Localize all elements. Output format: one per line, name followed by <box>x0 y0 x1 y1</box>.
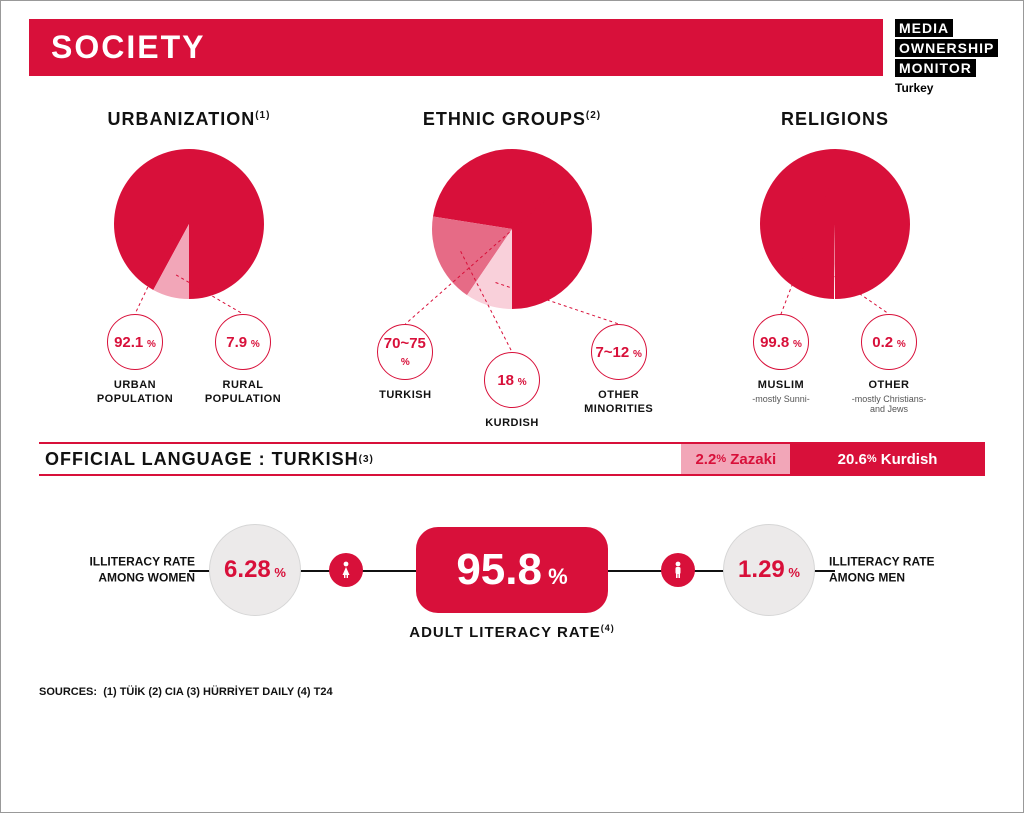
illiteracy-women-label: ILLITERACY RATE AMONG WOMEN <box>85 555 195 586</box>
value-bubble: 92.1 % <box>107 314 163 370</box>
chart-title: ETHNIC GROUPS(2) <box>362 109 662 130</box>
page-title: SOCIETY <box>29 19 883 76</box>
chart-title: URBANIZATION(1) <box>39 109 339 130</box>
language-segment: 20.6% Kurdish <box>790 444 985 474</box>
language-main-label: OFFICIAL LANGUAGE : TURKISH(3) <box>39 444 681 474</box>
man-icon <box>661 553 695 587</box>
logo-line-2: OWNERSHIP <box>895 39 998 57</box>
urbanization-details: 92.1 % URBAN POPULATION 7.9 % RURAL POPULAT… <box>39 314 339 407</box>
woman-icon <box>329 553 363 587</box>
detail-label: MUSLIM <box>758 378 804 392</box>
value-bubble: 99.8 % <box>753 314 809 370</box>
illiteracy-men-label: ILLITERACY RATE AMONG MEN <box>829 555 939 586</box>
detail-label: RURAL POPULATION <box>198 378 288 407</box>
detail-item: 7~12 % OTHER MINORITIES <box>575 324 662 430</box>
detail-item: 92.1 % URBAN POPULATION <box>90 314 180 407</box>
detail-label: TURKISH <box>379 388 431 402</box>
religions-details: 99.8 % MUSLIM -mostly Sunni- 0.2 % OTHER -mos… <box>685 314 985 414</box>
urbanization-chart: URBANIZATION(1) 92.1 % URBAN POPULATION 7.… <box>39 109 339 430</box>
religions-pie <box>755 144 915 304</box>
value-bubble: 7~12 % <box>591 324 647 380</box>
logo-subtitle: Turkey <box>895 81 995 95</box>
detail-item: 0.2 % OTHER -mostly Christians- and Jews <box>844 314 934 414</box>
language-bar: OFFICIAL LANGUAGE : TURKISH(3) 2.2% Zaza… <box>39 442 985 476</box>
infographic-canvas: SOCIETY MEDIA OWNERSHIP MONITOR Turkey U… <box>0 0 1024 813</box>
detail-item: 70~75 % TURKISH <box>362 324 449 430</box>
literacy-center: 95.8 % ADULT LITERACY RATE(4) <box>416 527 607 613</box>
logo-line-1: MEDIA <box>895 19 953 37</box>
detail-label: OTHER <box>869 378 910 392</box>
urbanization-pie <box>109 144 269 304</box>
value-bubble: 70~75 % <box>377 324 433 380</box>
logo-line-3: MONITOR <box>895 59 976 77</box>
value-bubble: 0.2 % <box>861 314 917 370</box>
detail-sublabel: -mostly Christians- and Jews <box>844 394 934 414</box>
logo: MEDIA OWNERSHIP MONITOR Turkey <box>895 19 995 95</box>
religions-chart: RELIGIONS 99.8 % MUSLIM -mostly Sunni- 0.2 … <box>685 109 985 430</box>
literacy-center-label: ADULT LITERACY RATE(4) <box>409 623 615 641</box>
detail-sublabel: -mostly Sunni- <box>752 394 810 404</box>
literacy-row: ILLITERACY RATE AMONG WOMEN 6.28 % 95.8 … <box>39 500 985 640</box>
detail-label: OTHER MINORITIES <box>575 388 662 417</box>
detail-item: 99.8 % MUSLIM -mostly Sunni- <box>736 314 826 414</box>
sources-line: SOURCES: (1) TÜİK (2) CIA (3) HÜRRİYET D… <box>39 686 985 698</box>
value-bubble: 7.9 % <box>215 314 271 370</box>
illiteracy-women-value: 6.28 % <box>209 524 301 616</box>
detail-label: KURDISH <box>485 416 539 430</box>
chart-title: RELIGIONS <box>685 109 985 130</box>
ethnic-details: 70~75 % TURKISH 18 % KURDISH 7~12 % OTHER MIN… <box>362 324 662 430</box>
pie-charts-row: URBANIZATION(1) 92.1 % URBAN POPULATION 7.… <box>39 109 985 430</box>
detail-item: 7.9 % RURAL POPULATION <box>198 314 288 407</box>
language-segment: 2.2% Zazaki <box>681 444 790 474</box>
header-row: SOCIETY MEDIA OWNERSHIP MONITOR Turkey <box>29 19 995 95</box>
detail-label: URBAN POPULATION <box>90 378 180 407</box>
ethnic-chart: ETHNIC GROUPS(2) 70~75 % TURKISH 18 % KURDI… <box>362 109 662 430</box>
ethnic-pie <box>427 144 597 314</box>
value-bubble: 18 % <box>484 352 540 408</box>
illiteracy-men-value: 1.29 % <box>723 524 815 616</box>
detail-item: 18 % KURDISH <box>469 324 556 430</box>
